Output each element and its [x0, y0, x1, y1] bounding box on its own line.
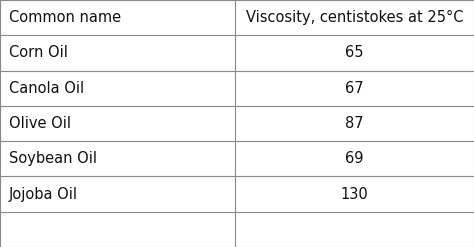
Text: Common name: Common name — [9, 10, 121, 25]
Text: Olive Oil: Olive Oil — [9, 116, 71, 131]
Text: Viscosity, centistokes at 25°C: Viscosity, centistokes at 25°C — [246, 10, 463, 25]
Text: Corn Oil: Corn Oil — [9, 45, 67, 61]
Text: Soybean Oil: Soybean Oil — [9, 151, 97, 166]
Text: Jojoba Oil: Jojoba Oil — [9, 186, 78, 202]
Text: 67: 67 — [345, 81, 364, 96]
Text: 130: 130 — [340, 186, 368, 202]
Text: 87: 87 — [345, 116, 364, 131]
Text: 69: 69 — [345, 151, 364, 166]
Text: Canola Oil: Canola Oil — [9, 81, 83, 96]
Text: 65: 65 — [345, 45, 364, 61]
